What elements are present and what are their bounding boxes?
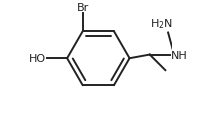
Text: NH: NH — [171, 50, 188, 60]
Text: HO: HO — [29, 54, 46, 64]
Text: H$_2$N: H$_2$N — [150, 17, 173, 31]
Text: Br: Br — [77, 3, 89, 13]
